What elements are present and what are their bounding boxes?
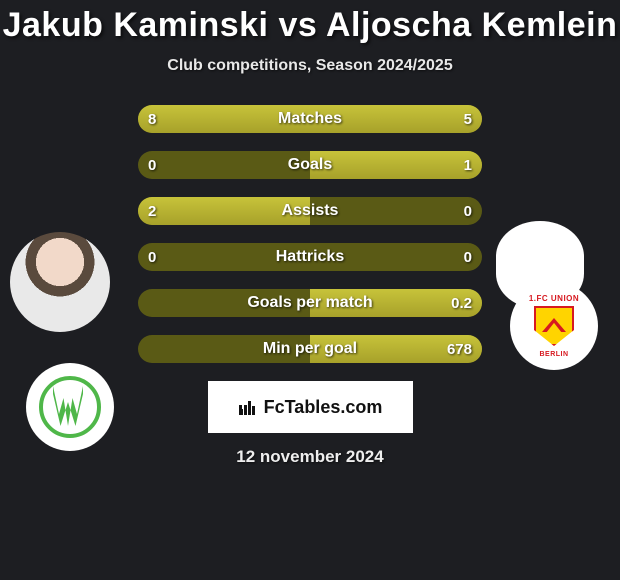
- stat-row: Goals per match 0.2: [138, 289, 482, 317]
- club-left-badge: [26, 363, 114, 451]
- page-title: Jakub Kaminski vs Aljoscha Kemlein: [0, 0, 620, 45]
- stat-bar-right-fill: [310, 335, 482, 363]
- stat-bar-left-fill: [138, 197, 310, 225]
- player-left-avatar: [10, 232, 110, 332]
- stat-row: 8 Matches 5: [138, 105, 482, 133]
- source-badge-text: FcTables.com: [264, 397, 383, 418]
- stat-row: 0 Hattricks 0: [138, 243, 482, 271]
- stat-row: Min per goal 678: [138, 335, 482, 363]
- union-text-bottom: BERLIN: [520, 351, 588, 358]
- stat-bar-bg: [138, 243, 482, 271]
- comparison-area: 1.FC UNION BERLIN 8 Matches 5 0 Goals 1: [0, 105, 620, 363]
- stat-row: 0 Goals 1: [138, 151, 482, 179]
- date-line: 12 november 2024: [0, 447, 620, 467]
- source-badge: FcTables.com: [208, 381, 413, 433]
- stat-bar-right-fill: [310, 289, 482, 317]
- union-shield-icon: [534, 306, 574, 346]
- club-right-badge: 1.FC UNION BERLIN: [510, 282, 598, 370]
- stat-bars: 8 Matches 5 0 Goals 1 2 Assists 0 0 Hatt…: [138, 105, 482, 363]
- stat-bar-left-fill: [138, 105, 351, 133]
- fctables-icon: [238, 397, 258, 417]
- union-text-top: 1.FC UNION: [520, 294, 588, 303]
- stat-row: 2 Assists 0: [138, 197, 482, 225]
- stat-bar-right-fill: [351, 105, 482, 133]
- union-logo-icon: 1.FC UNION BERLIN: [520, 292, 588, 360]
- wolfsburg-logo-icon: [39, 376, 101, 438]
- page-subtitle: Club competitions, Season 2024/2025: [0, 57, 620, 75]
- stat-bar-right-fill: [310, 151, 482, 179]
